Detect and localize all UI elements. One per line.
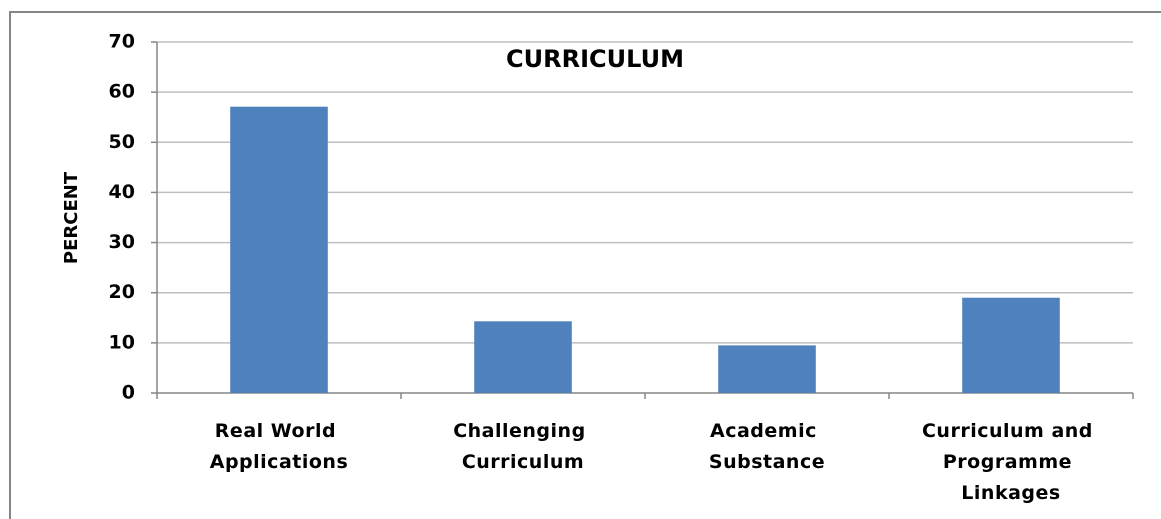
bar xyxy=(474,321,572,393)
y-tick-label: 30 xyxy=(109,231,135,253)
y-tick-label: 70 xyxy=(109,31,135,53)
x-tick-label: Academic Substance xyxy=(709,420,825,473)
y-tick-label: 20 xyxy=(109,281,135,303)
y-tick-label: 10 xyxy=(109,331,135,353)
chart-title: CURRICULUM xyxy=(506,45,684,73)
x-tick-label: Real World Applications xyxy=(210,420,349,473)
x-tick-label: Challenging Curriculum xyxy=(453,420,593,473)
y-tick-label: 0 xyxy=(122,382,135,404)
y-tick-label: 50 xyxy=(109,131,135,153)
chart-frame xyxy=(9,11,1161,519)
x-tick-label: Curriculum and Programme Linkages xyxy=(922,420,1100,504)
y-tick-label: 60 xyxy=(109,81,135,103)
y-axis-label: PERCENT xyxy=(61,171,82,264)
bar xyxy=(962,297,1060,393)
y-tick-label: 40 xyxy=(109,181,135,203)
bar xyxy=(718,345,816,393)
bar xyxy=(230,106,328,393)
